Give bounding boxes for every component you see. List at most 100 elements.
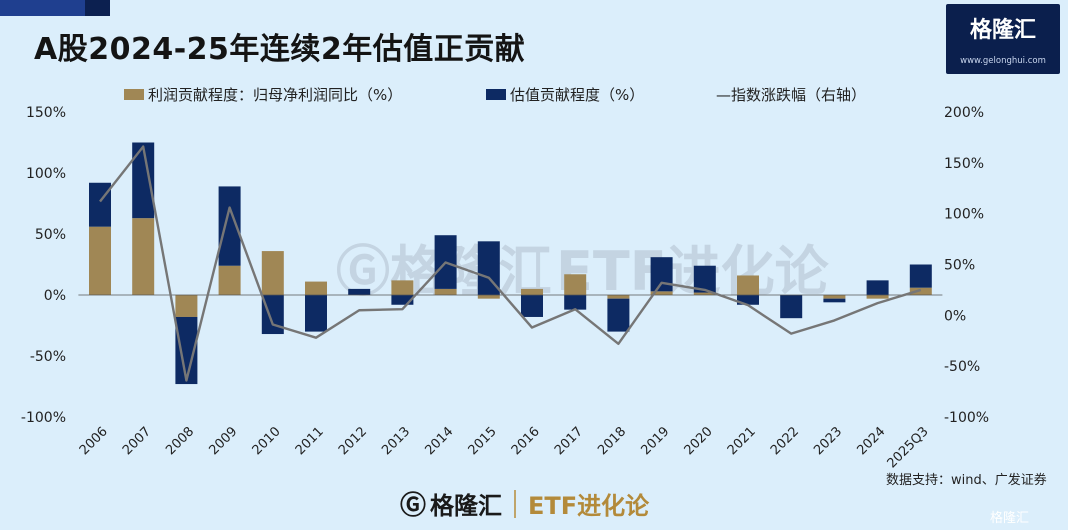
profit-bar: [175, 295, 198, 317]
profit-bar: [823, 295, 846, 299]
bottom-g-logo-icon: Ⓖ: [400, 491, 427, 521]
bars: [89, 142, 932, 385]
x-tick-label: 2023: [811, 424, 845, 458]
right-tick-label: 100%: [944, 207, 984, 223]
profit-bar: [218, 265, 241, 295]
valuation-bar: [391, 295, 414, 305]
x-tick-label: 2020: [682, 424, 716, 458]
page-title: A股2024-25年连续2年估值正贡献: [34, 32, 526, 67]
bottom-divider: [514, 489, 517, 518]
legend-index: —指数涨跌幅（右轴）: [716, 84, 866, 105]
right-tick-label: 0%: [944, 308, 966, 324]
legend-profit-swatch: [124, 89, 144, 100]
x-tick-label: 2006: [77, 424, 111, 458]
left-tick-label: -100%: [21, 410, 66, 426]
data-source: 数据支持：wind、广发证券: [886, 473, 1047, 488]
x-tick-label: 2010: [250, 424, 284, 458]
valuation-bar: [866, 280, 889, 295]
chart-legend: 利润贡献程度：归母净利润同比（%） 估值贡献程度（%） —指数涨跌幅（右轴）: [0, 84, 1068, 106]
brand-logo: 格隆汇 www.gelonghui.com: [946, 4, 1060, 74]
profit-bar: [89, 226, 111, 295]
profit-bar: [650, 291, 673, 295]
valuation-bar: [564, 295, 587, 310]
watermark-divider: |: [530, 244, 546, 300]
x-tick-label: 2012: [336, 424, 370, 458]
legend-valuation-label: 估值贡献程度（%）: [510, 86, 645, 104]
legend-valuation-swatch: [486, 89, 506, 100]
valuation-bar: [780, 295, 803, 319]
left-axis: 150% 100% 50% 0% -50% -100%: [21, 105, 66, 426]
x-tick-label: 2009: [206, 424, 240, 458]
valuation-bar: [477, 241, 500, 295]
bottom-etf-label: ETF进化论: [528, 492, 650, 520]
corner-watermark: 格隆汇: [990, 511, 1030, 526]
logo-site-url: www.gelonghui.com: [960, 56, 1046, 66]
profit-bar: [477, 295, 500, 299]
x-tick-label: 2013: [379, 424, 413, 458]
left-tick-label: 100%: [26, 166, 66, 182]
profit-bar: [261, 251, 284, 295]
x-tick-label: 2015: [466, 424, 500, 458]
profit-bar: [521, 288, 543, 295]
right-tick-label: 200%: [944, 105, 984, 121]
valuation-bar: [175, 316, 198, 385]
valuation-bar: [823, 298, 846, 303]
valuation-bar: [607, 298, 630, 332]
x-tick-label: 2024: [854, 424, 888, 458]
profit-bar: [737, 275, 759, 295]
top-color-bar: [0, 0, 110, 16]
legend-index-label: —指数涨跌幅（右轴）: [716, 86, 867, 104]
valuation-bar: [261, 295, 284, 335]
valuation-bar: [348, 288, 371, 295]
legend-profit-label: 利润贡献程度：归母净利润同比（%）: [148, 86, 403, 104]
index-line: [99, 145, 922, 382]
profit-bar: [607, 295, 630, 299]
valuation-bar: [218, 186, 241, 266]
left-tick-label: -50%: [30, 349, 66, 365]
x-tick-label: 2017: [552, 424, 586, 458]
right-axis: 200% 150% 100% 50% 0% -50% -100%: [944, 105, 989, 426]
logo-brand-text: 格隆汇: [969, 18, 1036, 43]
right-tick-label: 150%: [944, 156, 984, 172]
valuation-bar: [132, 142, 155, 219]
valuation-bar: [89, 182, 111, 227]
bottom-brand-name: 格隆汇: [430, 492, 503, 520]
profit-bar: [391, 280, 414, 295]
x-tick-label: 2019: [638, 424, 672, 458]
x-tick-label: 2021: [725, 424, 759, 458]
profit-bar: [866, 295, 889, 299]
valuation-bar: [521, 295, 543, 317]
profit-bar: [434, 288, 457, 295]
valuation-bar: [650, 257, 673, 292]
left-tick-label: 0%: [44, 288, 66, 304]
x-tick-label: 2008: [163, 424, 197, 458]
x-tick-label: 2022: [768, 424, 802, 458]
x-tick-label: 2007: [120, 424, 154, 458]
left-tick-label: 50%: [35, 227, 66, 243]
profit-bar: [564, 274, 587, 295]
profit-bar: [132, 218, 155, 295]
x-axis-labels: 2006 2007 2008 2009 2010 2011 2012 2013 2014 2015…: [77, 424, 932, 471]
right-tick-label: -50%: [944, 359, 980, 375]
x-tick-label: 2014: [422, 424, 456, 458]
legend-profit: 利润贡献程度：归母净利润同比（%）: [124, 84, 402, 105]
bottom-brand: Ⓖ 格隆汇 ETF进化论: [400, 485, 649, 522]
index-polyline: [99, 145, 922, 382]
valuation-bar: [693, 265, 716, 293]
top-bar-light: [0, 0, 85, 16]
right-tick-label: -100%: [944, 410, 989, 426]
left-tick-label: 150%: [26, 105, 66, 121]
x-tick-label: 2025Q3: [885, 424, 932, 471]
right-tick-label: 50%: [944, 258, 975, 274]
x-tick-label: 2016: [509, 424, 543, 458]
profit-bar: [693, 292, 716, 295]
profit-bar: [909, 287, 932, 295]
x-tick-label: 2018: [595, 424, 629, 458]
watermark-etf: ETF进化论: [556, 240, 830, 303]
profit-bar: [305, 281, 327, 295]
valuation-bar: [737, 295, 759, 305]
valuation-bar: [305, 295, 327, 332]
top-bar-dark: [85, 0, 110, 16]
x-tick-label: 2011: [293, 424, 327, 458]
